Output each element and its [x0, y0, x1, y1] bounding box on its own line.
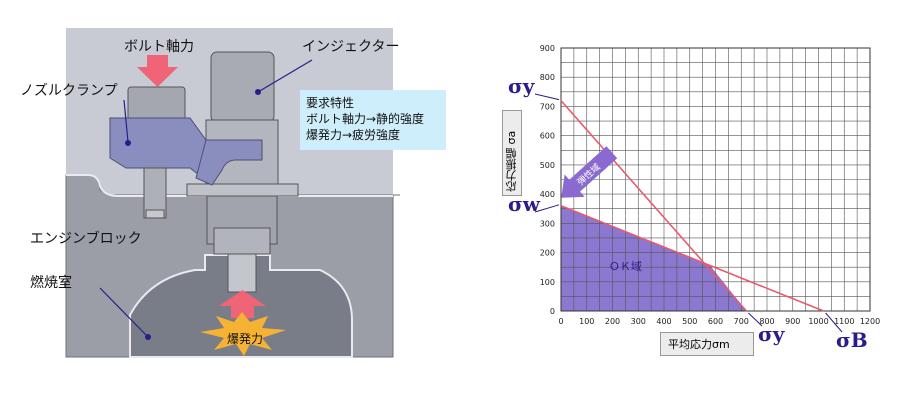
engine-block-label: エンジンブロック: [30, 231, 142, 247]
explosion-force-label: 爆発力: [227, 332, 264, 346]
chart-plot: 0 100 200 300 400 500 600 700 800 900 1000 1100 1200…: [534, 44, 880, 333]
sigma-b-annotation: σB: [836, 328, 868, 352]
injector-clamp-diagram: 要求特性 ボルト軸力→静的強度 爆発力→疲労強度 ボルト軸力 インジェクター ノ…: [20, 28, 446, 358]
y-tick-label: 300: [540, 219, 555, 228]
y-tick-label: 200: [540, 249, 555, 258]
bolt-head: [127, 86, 186, 123]
x-tick-label: 500: [682, 317, 697, 326]
x-tick-label: 0: [558, 317, 563, 326]
x-tick-label: 100: [579, 317, 594, 326]
sigma-y-bottom-annotation: σy: [758, 322, 785, 346]
bolt-force-arrow: [137, 55, 178, 87]
requirements-box: [300, 90, 446, 150]
y-tick-label: 600: [540, 132, 555, 141]
y-tick-label: 800: [540, 73, 555, 82]
sigma-y-top-annotation: σy: [508, 74, 535, 98]
sigma-y-bottom-pointer: [748, 312, 763, 327]
y-axis-label: 応力振幅 σa: [505, 130, 518, 192]
injector-flange: [186, 183, 299, 197]
x-tick-label: 800: [759, 317, 774, 326]
sigma-y-top-pointer: [534, 93, 560, 101]
explosion-force-arrow: [219, 290, 266, 318]
fatigue-chart: 0 100 200 300 400 500 600 700 800 900 1000 1100 1200…: [460, 0, 916, 401]
y-tick-label: 400: [540, 190, 555, 199]
x-axis-label: 平均応力σm: [668, 338, 730, 351]
plot-frame: [560, 47, 871, 312]
elastic-arrow-shape: [561, 146, 618, 198]
y-tick-label: 900: [540, 44, 555, 53]
injector-cap: [210, 51, 275, 123]
x-tick-label: 1000: [808, 317, 828, 326]
diagram-illustration: [65, 28, 400, 358]
y-tick-label: 100: [540, 278, 555, 287]
ok-region-label: ＯＫ域: [609, 260, 642, 273]
combustion-chamber-label: 燃焼室: [30, 275, 72, 291]
x-tick-label: 600: [708, 317, 723, 326]
series-line-1: [560, 100, 748, 312]
requirements-title: 要求特性: [306, 96, 355, 110]
x-tick-label: 1100: [834, 317, 854, 326]
injector-nozzle: [227, 253, 257, 293]
x-tick-label: 900: [785, 317, 800, 326]
sigma-w-annotation: σw: [508, 192, 540, 216]
injector-label: インジェクター: [302, 39, 400, 55]
sigma-w-pointer: [534, 204, 560, 213]
series-line-2: [560, 205, 824, 312]
y-tick-label: 500: [540, 161, 555, 170]
x-tick-label: 200: [605, 317, 620, 326]
ok-region: [561, 205, 747, 311]
xlabel-box: [660, 332, 754, 356]
requirements-line-2: 爆発力→疲労強度: [306, 128, 401, 142]
x-tick-label: 700: [734, 317, 749, 326]
x-tick-label: 300: [631, 317, 646, 326]
requirements-line-1: ボルト軸力→静的強度: [306, 112, 425, 126]
y-tick-label: 0: [550, 307, 555, 316]
ylabel-box: [502, 110, 522, 196]
sigma-b-pointer: [825, 312, 843, 333]
x-tick-label: 400: [656, 317, 671, 326]
x-tick-label: 1200: [860, 317, 880, 326]
bolt-force-label: ボルト軸力: [124, 39, 194, 55]
nozzle-clamp-label: ノズルクランプ: [20, 83, 118, 99]
y-tick-label: 700: [540, 102, 555, 111]
explosion-burst-icon: [200, 312, 286, 356]
